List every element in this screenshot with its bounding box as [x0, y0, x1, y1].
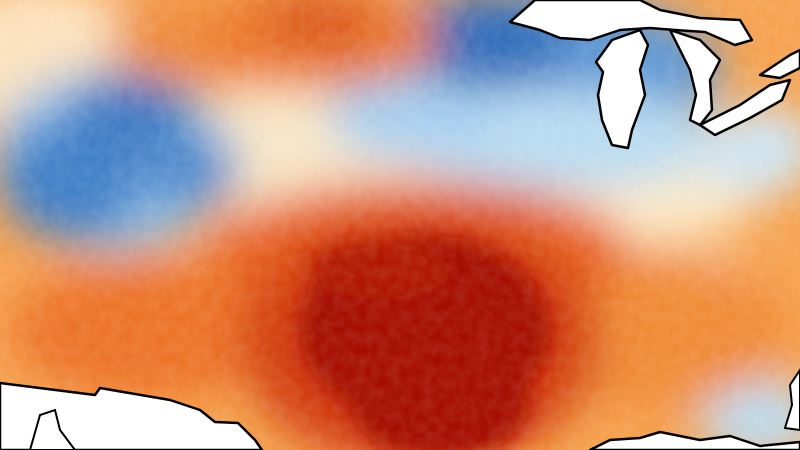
lake-huron: [668, 28, 722, 127]
gulf-coast: [588, 430, 800, 450]
mexico-land: [0, 381, 264, 450]
lake-superior: [508, 0, 754, 47]
great-lakes: [508, 0, 800, 150]
atlantic-edge: [783, 368, 800, 432]
lake-erie: [698, 78, 792, 137]
coast-detail: [28, 408, 77, 450]
lake-michigan: [594, 28, 650, 150]
lake-ontario: [758, 48, 800, 80]
